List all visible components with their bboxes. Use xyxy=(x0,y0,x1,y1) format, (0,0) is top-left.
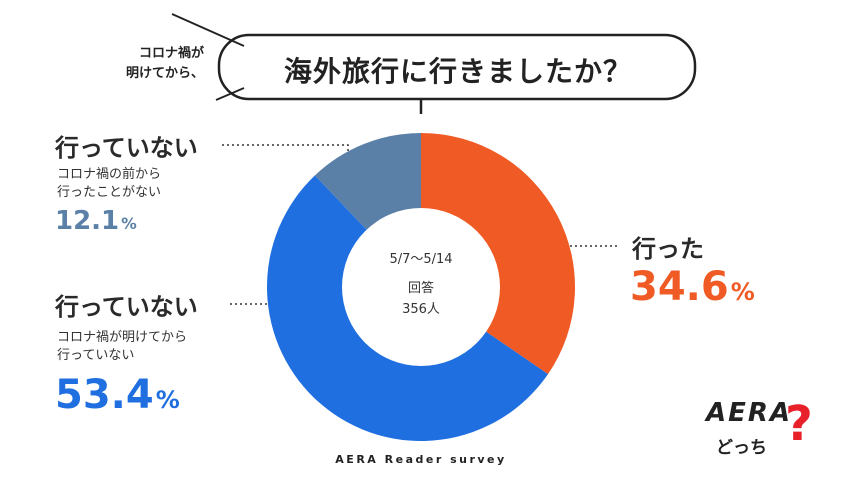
respondents-count: 356人 xyxy=(402,302,440,317)
aside-line-lower xyxy=(215,87,245,101)
label-never-title: 行っていない xyxy=(55,134,198,162)
label-went-percent: 34.6% xyxy=(630,264,755,310)
question-bubble xyxy=(217,33,697,101)
label-went-title: 行った xyxy=(632,235,704,263)
aside-line2: 明けてから、 xyxy=(125,66,204,81)
label-never-value: 12.1 xyxy=(55,206,120,236)
survey-period: 5/7〜5/14 xyxy=(389,252,453,267)
label-never-sub2: 行ったことがない xyxy=(57,185,162,200)
respondents-label: 回答 xyxy=(407,281,434,296)
label-notsince-sub2: 行っていない xyxy=(57,348,135,363)
logo-question-mark: ? xyxy=(785,396,813,452)
label-never-unit: % xyxy=(121,215,137,233)
logo-word: AERA xyxy=(706,398,793,428)
aside-line1: コロナ禍が xyxy=(138,46,204,61)
label-went-value: 34.6 xyxy=(630,264,729,310)
logo-sub: どっち xyxy=(716,438,767,458)
label-went-unit: % xyxy=(730,278,755,306)
question-title: 海外旅行に行きましたか？ xyxy=(283,55,632,88)
slice-went xyxy=(421,133,575,375)
label-notsince-sub1: コロナ禍が明けてから xyxy=(57,330,188,345)
label-notsince-percent: 53.4% xyxy=(55,372,180,418)
label-notsince-value: 53.4 xyxy=(55,372,154,418)
leader-line-never xyxy=(222,144,349,180)
label-notsince-unit: % xyxy=(155,386,180,414)
label-never-percent: 12.1% xyxy=(55,206,137,236)
label-never-sub1: コロナ禍の前から xyxy=(57,167,162,182)
label-notsince-title: 行っていない xyxy=(55,293,198,321)
aside-line-upper xyxy=(171,13,245,47)
donut-hole xyxy=(342,208,500,366)
source-credit: AERA Reader survey xyxy=(335,453,507,466)
